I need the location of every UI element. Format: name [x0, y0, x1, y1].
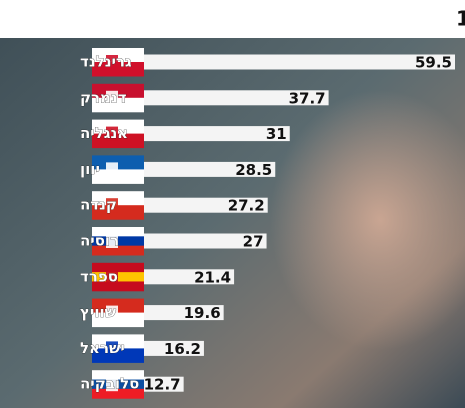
flag-emblem: [106, 305, 118, 320]
flag-stripe: [92, 388, 144, 399]
value-label: 16.2: [164, 340, 201, 358]
value-label: 37.7: [289, 89, 326, 107]
flag-emblem: [106, 269, 118, 284]
value-label: 31: [266, 125, 287, 143]
flag-stripe: [92, 62, 144, 77]
bar: [110, 233, 267, 249]
flag-stripe: [92, 133, 144, 149]
flag-emblem: [106, 162, 118, 177]
flag-stripe: [92, 262, 144, 273]
category-label: גרינלנד: [80, 53, 132, 71]
flag-stripe: [92, 281, 144, 292]
flag-emblem: [106, 377, 118, 392]
category-label: רוסיה: [80, 232, 119, 250]
category-label: ישראל: [80, 339, 125, 357]
category-label: קנדה: [80, 196, 117, 214]
value-label: 59.5: [415, 54, 452, 72]
flag-stripe: [92, 97, 144, 113]
category-label: יוון: [80, 160, 100, 178]
category-label: דנמרק: [80, 88, 127, 106]
value-label: 27.2: [228, 197, 265, 215]
flag-stripe: [92, 348, 144, 363]
photo-shade: [270, 90, 465, 350]
bar: [110, 126, 290, 142]
flag-stripe: [92, 312, 144, 328]
flag-stripe: [92, 245, 144, 256]
flag-emblem: [106, 198, 118, 213]
value-label: 12.7: [144, 376, 181, 394]
title-band: [0, 0, 465, 38]
flag-emblem: [106, 341, 118, 356]
flag-stripe: [92, 227, 144, 237]
chart-title: אחוז התלמידים שקיימו יחסי מין לפני גיל 1…: [456, 7, 465, 31]
value-label: 28.5: [235, 161, 272, 179]
bar: [110, 90, 329, 106]
value-label: 19.6: [184, 304, 221, 322]
category-label: סלובקיה: [80, 375, 139, 393]
bar: [110, 54, 455, 70]
bar: [110, 161, 276, 177]
value-label: 27: [243, 233, 264, 251]
bar: [110, 197, 268, 213]
value-label: 21.4: [194, 268, 231, 286]
flag-emblem: [106, 234, 118, 248]
flag-stripe: [92, 370, 144, 381]
flag-stripe: [92, 169, 144, 184]
category-label: אנגליה: [80, 124, 128, 142]
flag-emblem: [106, 90, 118, 105]
flag-emblem: [106, 126, 118, 141]
category-label: שוויץ: [80, 303, 117, 321]
flag-emblem: [106, 55, 118, 69]
category-label: ספרד: [80, 267, 118, 285]
flag-stripe: [92, 205, 144, 220]
rows: 59.5 גרינלנד 37.7 דנמרק 31 אנגליה 28.5 יוון 27.2…: [80, 48, 455, 399]
